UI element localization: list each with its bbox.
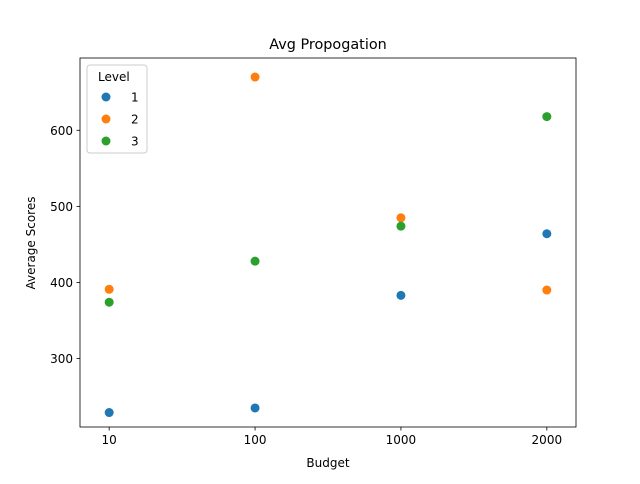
legend-box	[86, 64, 148, 154]
y-tick-label: 300	[50, 352, 73, 366]
y-axis: 300 400 500 600	[50, 124, 80, 366]
data-point-level-1	[396, 290, 406, 300]
legend-marker	[101, 136, 111, 146]
data-point-level-3	[542, 112, 552, 122]
x-axis: 10 100 1000 2000	[102, 427, 563, 447]
x-axis-label: Budget	[306, 456, 349, 470]
legend-title: Level	[98, 70, 130, 84]
data-point-level-1	[104, 408, 114, 418]
data-point-level-2	[104, 284, 114, 294]
y-tick-label: 500	[50, 200, 73, 214]
data-point-level-2	[250, 72, 260, 82]
data-point-level-1	[542, 229, 552, 239]
y-axis-label: Average Scores	[24, 197, 38, 290]
data-point-level-3	[104, 297, 114, 307]
x-tick-label: 10	[102, 433, 117, 447]
legend-entries: 1 2 3	[101, 91, 139, 149]
data-point-level-3	[250, 256, 260, 266]
data-points	[104, 72, 552, 418]
legend-label: 2	[131, 113, 139, 127]
plot-area	[79, 57, 577, 428]
data-point-level-3	[396, 221, 406, 231]
legend-label: 1	[131, 91, 139, 105]
x-tick-label: 2000	[532, 433, 563, 447]
legend: Level 1 2 3	[86, 64, 148, 154]
legend-marker	[101, 92, 111, 102]
data-point-level-2	[542, 285, 552, 295]
x-tick-label: 1000	[386, 433, 417, 447]
chart-title: Avg Propogation	[269, 37, 387, 53]
legend-label: 3	[131, 135, 139, 149]
data-point-level-2	[396, 213, 406, 223]
x-tick-label: 100	[244, 433, 267, 447]
y-tick-label: 600	[50, 124, 73, 138]
y-tick-label: 400	[50, 276, 73, 290]
legend-marker	[101, 114, 111, 124]
data-point-level-1	[250, 403, 260, 413]
